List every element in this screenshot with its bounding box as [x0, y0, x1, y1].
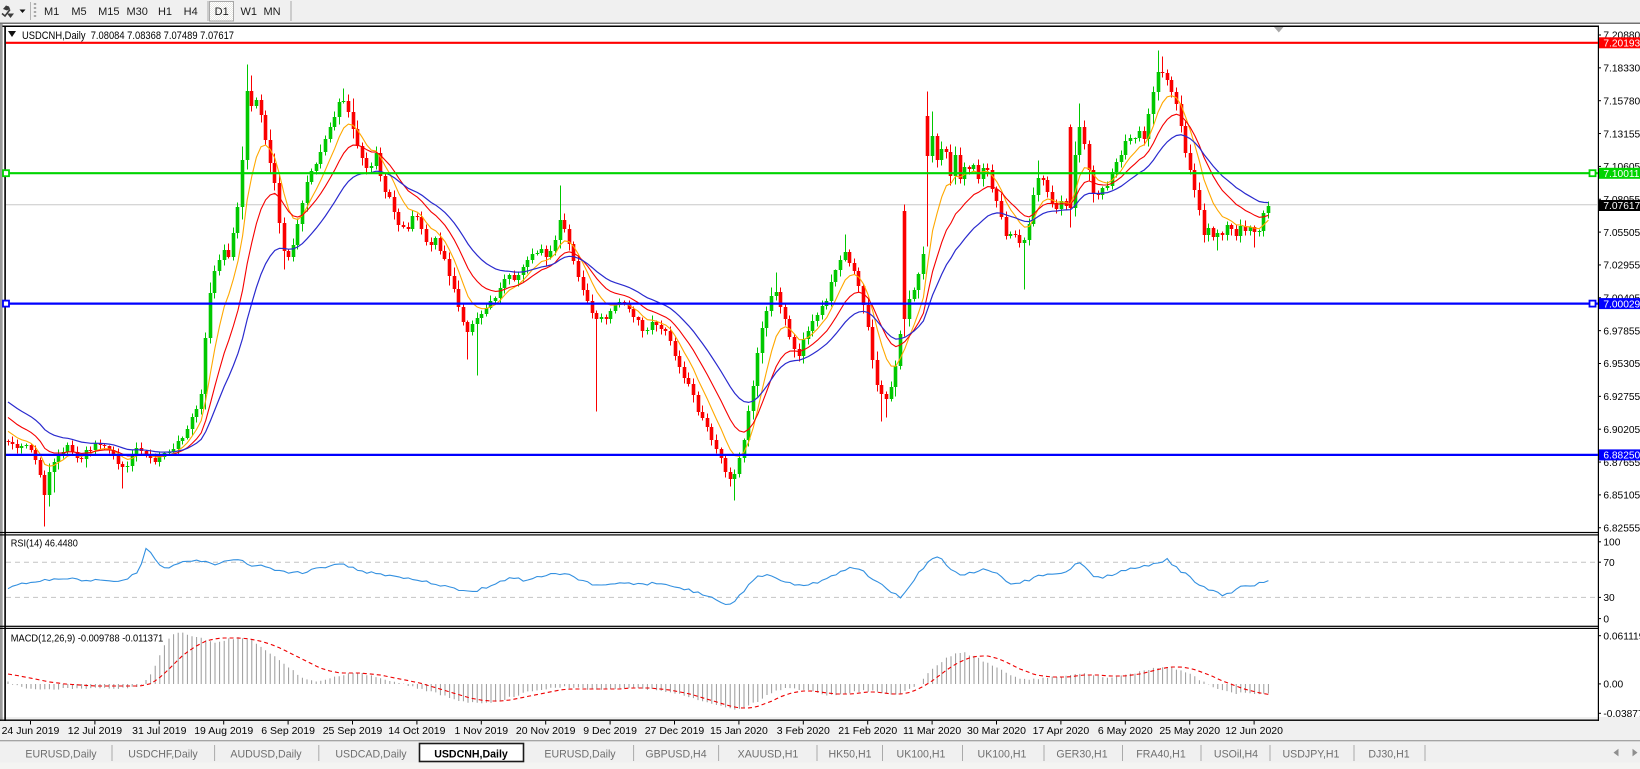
svg-text:31 Jul 2019: 31 Jul 2019	[132, 725, 186, 737]
svg-text:MN: MN	[263, 6, 280, 18]
svg-text:6.95305: 6.95305	[1603, 359, 1640, 370]
svg-text:AUDUSD,Daily: AUDUSD,Daily	[230, 749, 302, 761]
svg-text:21 Feb 2020: 21 Feb 2020	[838, 725, 897, 737]
svg-text:USDCNH,Daily 7.08084 7.08368: USDCNH,Daily 7.08084 7.08368 7.07489 7.0…	[22, 30, 234, 42]
svg-text:USOil,H4: USOil,H4	[1214, 749, 1258, 761]
svg-text:RSI(14) 46.4480: RSI(14) 46.4480	[11, 539, 78, 550]
svg-text:100: 100	[1603, 538, 1620, 549]
svg-text:6.88250: 6.88250	[1603, 451, 1640, 462]
svg-text:7.20880: 7.20880	[1603, 31, 1640, 42]
svg-text:EURUSD,Daily: EURUSD,Daily	[25, 749, 97, 761]
svg-text:3 Feb 2020: 3 Feb 2020	[777, 725, 830, 737]
svg-text:7.18330: 7.18330	[1603, 64, 1640, 75]
svg-text:7.13155: 7.13155	[1603, 129, 1640, 140]
svg-text:-0.038777: -0.038777	[1603, 709, 1640, 720]
svg-text:15 Jan 2020: 15 Jan 2020	[710, 725, 768, 737]
svg-text:M30: M30	[126, 6, 147, 18]
svg-text:D1: D1	[215, 6, 229, 18]
svg-text:MACD(12,26,9) -0.009788 -0.011: MACD(12,26,9) -0.009788 -0.011371	[11, 634, 164, 645]
svg-text:6 May 2020: 6 May 2020	[1098, 725, 1153, 737]
svg-text:9 Dec 2019: 9 Dec 2019	[583, 725, 637, 737]
svg-text:6.85105: 6.85105	[1603, 491, 1640, 502]
svg-text:GBPUSD,H4: GBPUSD,H4	[645, 749, 706, 761]
svg-text:1 Nov 2019: 1 Nov 2019	[454, 725, 508, 737]
svg-text:USDCAD,Daily: USDCAD,Daily	[335, 749, 407, 761]
svg-text:M15: M15	[98, 6, 119, 18]
svg-text:0.061119: 0.061119	[1603, 631, 1640, 642]
svg-text:6.87655: 6.87655	[1603, 458, 1640, 469]
svg-text:6.92755: 6.92755	[1603, 392, 1640, 403]
svg-text:7.10605: 7.10605	[1603, 162, 1640, 173]
svg-text:7.10011: 7.10011	[1603, 169, 1639, 180]
svg-text:25 Sep 2019: 25 Sep 2019	[323, 725, 383, 737]
svg-text:UK100,H1: UK100,H1	[897, 749, 946, 761]
svg-text:USDCHF,Daily: USDCHF,Daily	[128, 749, 198, 761]
svg-text:0.00: 0.00	[1603, 680, 1623, 691]
svg-text:7.00029: 7.00029	[1603, 299, 1640, 310]
svg-text:14 Oct 2019: 14 Oct 2019	[388, 725, 445, 737]
svg-text:0: 0	[1603, 614, 1609, 625]
svg-text:7.07617: 7.07617	[1603, 201, 1640, 212]
svg-text:UK100,H1: UK100,H1	[978, 749, 1027, 761]
svg-text:17 Apr 2020: 17 Apr 2020	[1033, 725, 1090, 737]
svg-text:7.15780: 7.15780	[1603, 96, 1640, 107]
svg-text:XAUUSD,H1: XAUUSD,H1	[738, 749, 799, 761]
svg-text:25 May 2020: 25 May 2020	[1159, 725, 1220, 737]
svg-text:7.05505: 7.05505	[1603, 228, 1640, 239]
svg-text:19 Aug 2019: 19 Aug 2019	[194, 725, 253, 737]
svg-text:11 Mar 2020: 11 Mar 2020	[903, 725, 961, 737]
svg-text:7.02955: 7.02955	[1603, 261, 1640, 272]
svg-text:12 Jun 2020: 12 Jun 2020	[1225, 725, 1283, 737]
svg-text:24 Jun 2019: 24 Jun 2019	[2, 725, 60, 737]
svg-text:EURUSD,Daily: EURUSD,Daily	[544, 749, 616, 761]
svg-text:30: 30	[1603, 593, 1615, 604]
svg-text:6.90205: 6.90205	[1603, 425, 1640, 436]
svg-text:H4: H4	[184, 6, 198, 18]
svg-text:HK50,H1: HK50,H1	[829, 749, 872, 761]
svg-text:USDCNH,Daily: USDCNH,Daily	[434, 749, 508, 761]
svg-text:6 Sep 2019: 6 Sep 2019	[261, 725, 315, 737]
svg-text:12 Jul 2019: 12 Jul 2019	[68, 725, 122, 737]
svg-text:M1: M1	[44, 6, 59, 18]
svg-text:M5: M5	[71, 6, 86, 18]
svg-text:H1: H1	[158, 6, 172, 18]
svg-text:27 Dec 2019: 27 Dec 2019	[645, 725, 705, 737]
svg-text:6.82555: 6.82555	[1603, 523, 1640, 534]
svg-text:6.97855: 6.97855	[1603, 326, 1640, 337]
svg-text:30 Mar 2020: 30 Mar 2020	[967, 725, 1026, 737]
svg-text:20 Nov 2019: 20 Nov 2019	[516, 725, 576, 737]
svg-text:USDJPY,H1: USDJPY,H1	[1283, 749, 1340, 761]
svg-text:DJ30,H1: DJ30,H1	[1368, 749, 1409, 761]
svg-text:7.20193: 7.20193	[1603, 39, 1640, 50]
svg-text:W1: W1	[240, 6, 257, 18]
svg-text:70: 70	[1603, 558, 1615, 569]
svg-text:GER30,H1: GER30,H1	[1056, 749, 1107, 761]
svg-text:FRA40,H1: FRA40,H1	[1136, 749, 1186, 761]
